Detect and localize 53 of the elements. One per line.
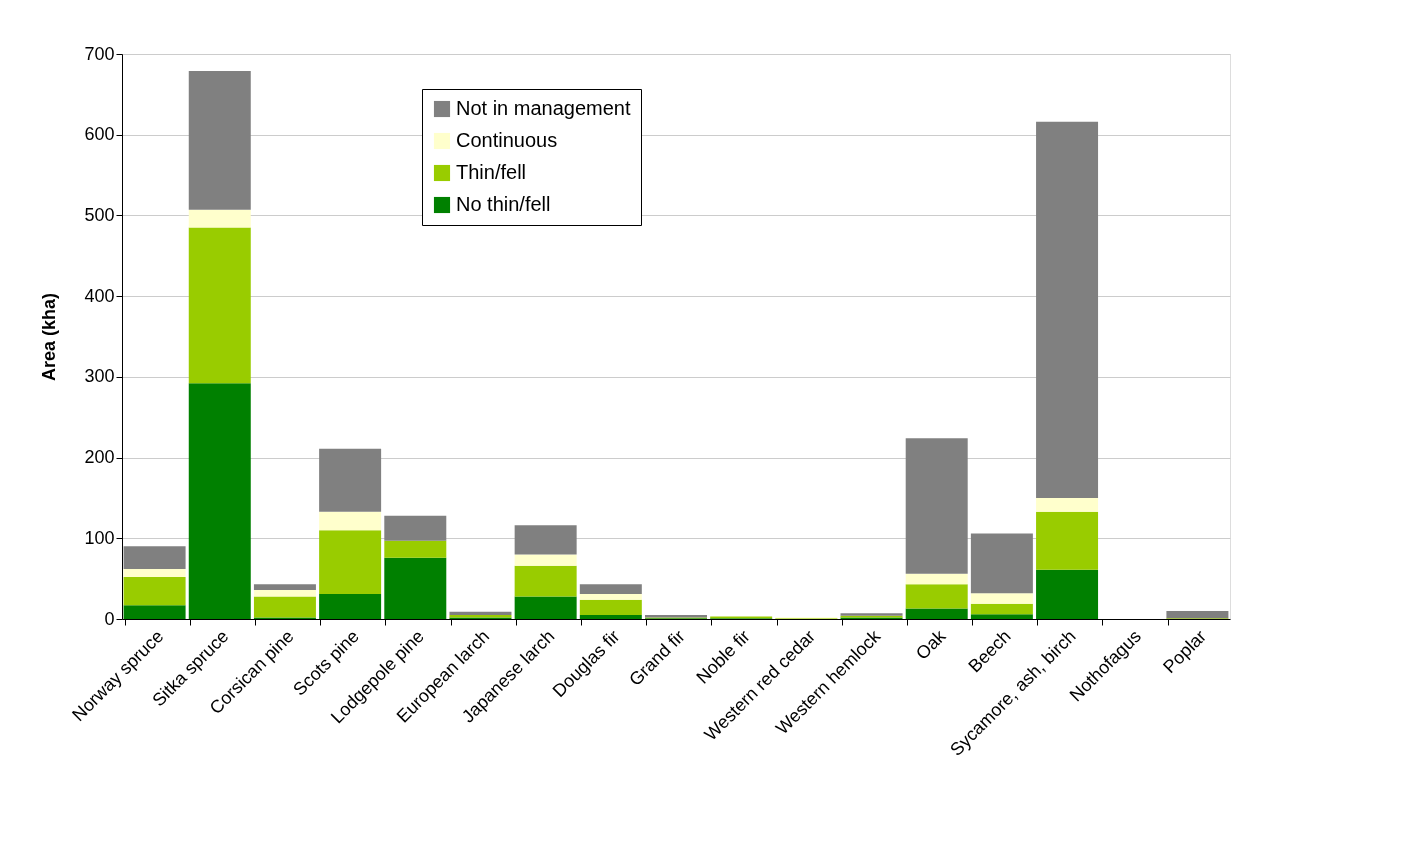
bar [514, 596, 577, 619]
y-tick-label: 700 [84, 43, 115, 64]
bar [188, 70, 251, 210]
y-tick-label: 500 [84, 204, 115, 225]
bar [188, 209, 251, 228]
bar [905, 573, 968, 585]
bar [123, 605, 186, 619]
bar [1036, 497, 1099, 512]
bar [384, 540, 447, 558]
legend-label: Thin/fell [456, 161, 527, 183]
bar [319, 448, 382, 512]
bar [514, 554, 577, 566]
bar [905, 438, 968, 574]
bar [123, 577, 186, 606]
bar [1036, 511, 1099, 570]
bar [1166, 610, 1229, 619]
bar [579, 599, 642, 615]
bar [579, 584, 642, 594]
bar [905, 608, 968, 619]
legend-label: No thin/fell [456, 193, 551, 215]
bar [579, 614, 642, 619]
bar [253, 584, 316, 590]
bar [319, 530, 382, 594]
y-tick-label: 200 [84, 447, 115, 468]
bar [970, 593, 1033, 604]
bar [253, 596, 316, 618]
y-axis-title: Area (kha) [39, 292, 60, 382]
bar [970, 603, 1033, 615]
bar [319, 511, 382, 531]
bar [123, 568, 186, 578]
y-tick-label: 400 [84, 285, 115, 306]
bar [514, 525, 577, 555]
bar [188, 383, 251, 619]
legend-label: Continuous [456, 129, 558, 151]
legend-label: Not in management [456, 97, 631, 119]
x-tick-label: Oak [911, 625, 951, 664]
bar [905, 584, 968, 609]
bar [1036, 121, 1099, 498]
y-tick-label: 600 [84, 124, 115, 145]
y-tick-label: 0 [104, 608, 115, 629]
y-tick-label: 300 [84, 366, 115, 387]
bar [1036, 569, 1099, 619]
bar [970, 614, 1033, 619]
bar [579, 593, 642, 600]
bar [384, 515, 447, 541]
bar [514, 565, 577, 597]
bar [123, 546, 186, 569]
bar [188, 227, 251, 384]
bar [253, 589, 316, 597]
bar [384, 557, 447, 619]
y-tick-label: 100 [84, 527, 115, 548]
bar [319, 593, 382, 619]
bar [970, 533, 1033, 594]
